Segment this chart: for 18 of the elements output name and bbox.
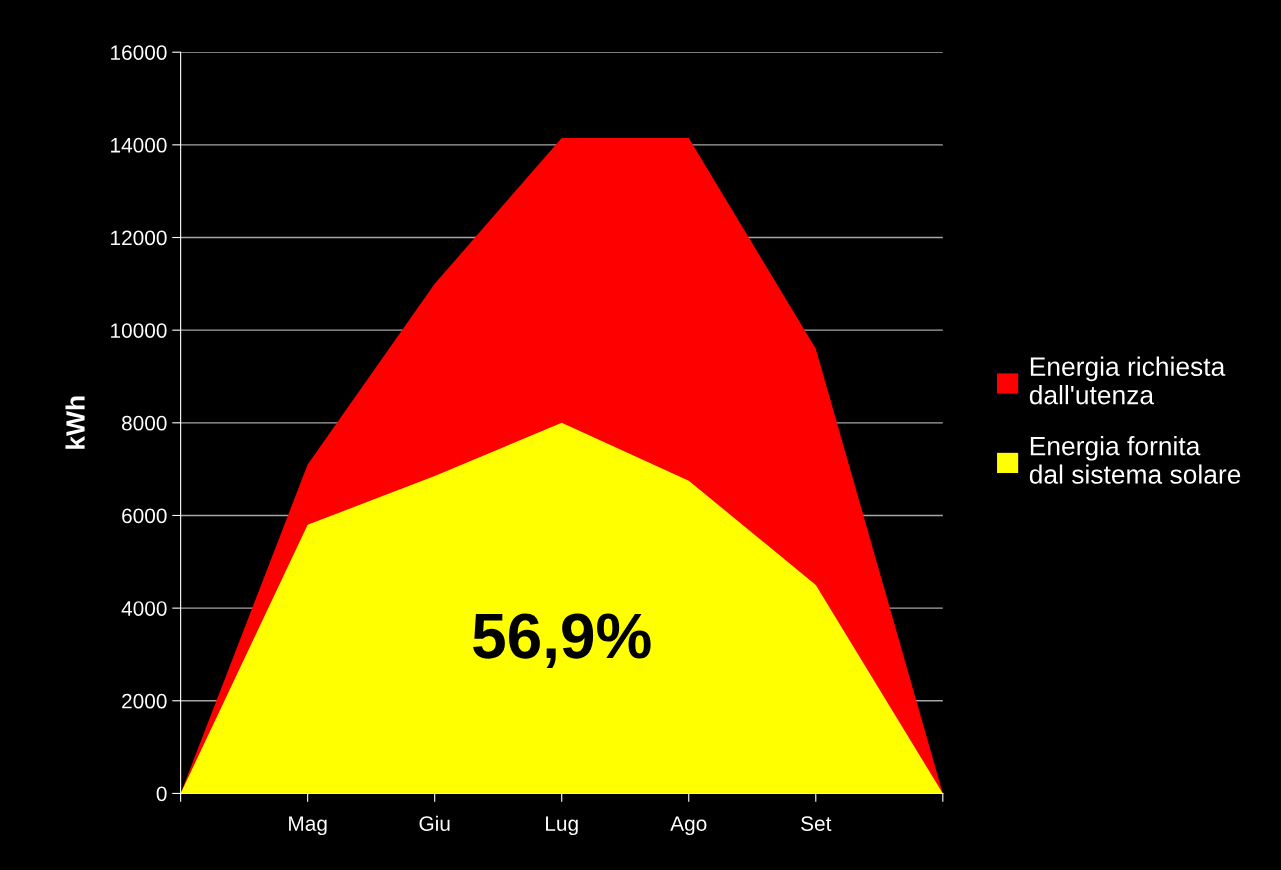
y-tick-label: 8000: [121, 415, 167, 431]
x-tick-label: Lug: [546, 816, 578, 836]
legend-label: Energia richiesta dall'utenza: [1029, 356, 1226, 405]
x-tick-label: Mag: [289, 816, 327, 836]
legend-label: Energia fornita dal sistema solare: [1029, 436, 1241, 484]
y-tick-label: 10000: [111, 323, 167, 338]
annotation: 56,9%: [473, 613, 651, 668]
x-tick-label: Set: [801, 816, 832, 831]
x-tick-label: Giu: [419, 815, 450, 831]
x-tick-label: Ago: [670, 816, 707, 836]
y-tick-label: 6000: [122, 508, 167, 524]
y-tick-label: 14000: [111, 137, 167, 153]
y-tick-label: 16000: [111, 45, 167, 60]
y-axis-title: kWh: [65, 396, 85, 449]
y-tick-label: 0: [156, 786, 167, 802]
y-tick-label: 4000: [121, 601, 167, 616]
y-tick-label: 2000: [122, 693, 167, 709]
y-tick-label: 12000: [111, 230, 167, 246]
